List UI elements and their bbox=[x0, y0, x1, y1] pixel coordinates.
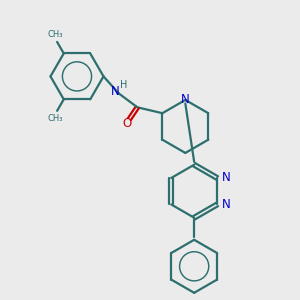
Text: CH₃: CH₃ bbox=[48, 30, 63, 39]
Text: CH₃: CH₃ bbox=[48, 114, 63, 123]
Text: N: N bbox=[111, 85, 120, 98]
Text: H: H bbox=[120, 80, 128, 90]
Text: N: N bbox=[221, 198, 230, 211]
Text: O: O bbox=[122, 117, 132, 130]
Text: N: N bbox=[181, 93, 190, 106]
Text: N: N bbox=[221, 172, 230, 184]
